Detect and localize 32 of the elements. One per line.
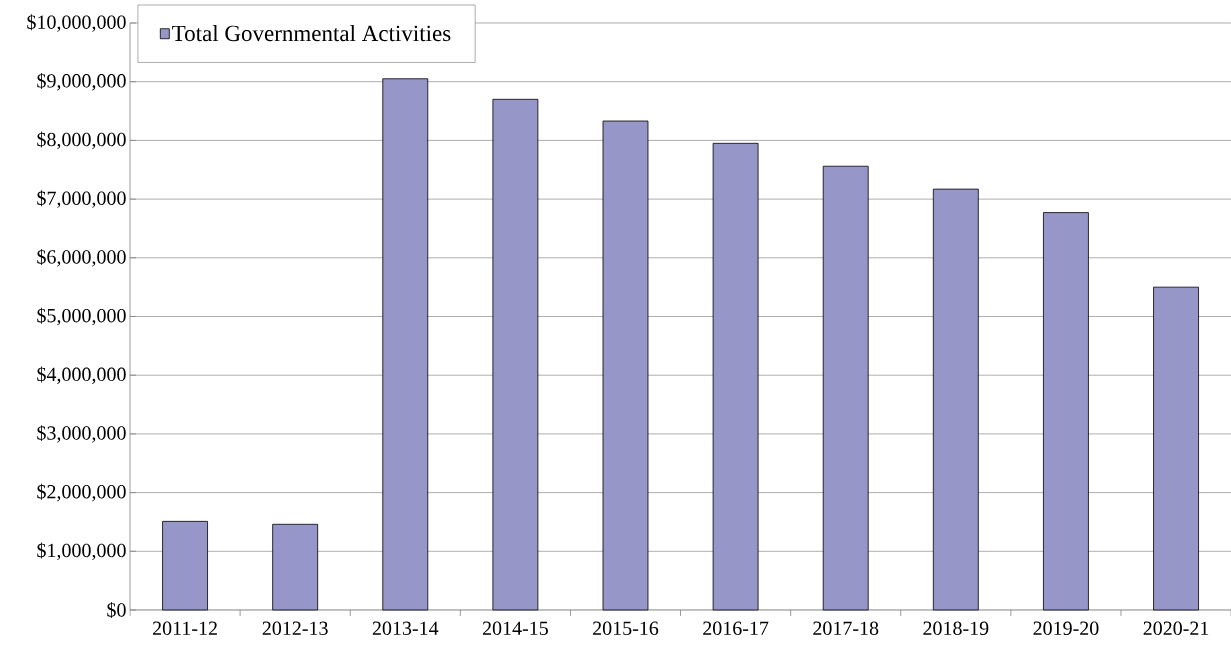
x-tick-label: 2014-15 [482,621,548,636]
x-tick-label: 2018-19 [923,621,989,636]
bar [1153,286,1199,611]
y-tick-label: $6,000,000 [37,249,126,267]
y-tick-label: $1,000,000 [37,542,126,561]
bar [932,188,979,611]
x-tick-label: 2020-21 [1143,621,1209,636]
bar [382,78,429,611]
y-tick-label: $0 [107,602,126,618]
x-tick-label: 2012-13 [262,621,328,636]
x-tick-label: 2019-20 [1033,621,1099,636]
y-tick-label: $10,000,000 [27,14,126,32]
y-tick-label: $4,000,000 [37,366,126,384]
x-tick-label: 2017-18 [813,621,879,636]
bar [822,165,869,611]
x-tick-label: 2011-12 [152,621,217,636]
x-tick-label: 2016-17 [703,621,769,636]
y-tick-label: $9,000,000 [37,72,126,91]
y-tick-label: $2,000,000 [37,483,126,502]
bar [602,120,649,611]
y-tick-label: $3,000,000 [37,425,126,443]
bar [272,523,319,611]
legend-label: Total Governmental Activities [172,24,451,42]
y-tick-label: $8,000,000 [37,131,126,150]
x-tick-label: 2015-16 [593,621,659,636]
y-tick-label: $5,000,000 [37,307,126,326]
bar [712,142,759,611]
bar [1043,212,1089,611]
bar [162,520,208,611]
x-tick-label: 2013-14 [372,621,439,636]
y-tick-label: $7,000,000 [37,190,126,208]
bar [492,98,539,611]
